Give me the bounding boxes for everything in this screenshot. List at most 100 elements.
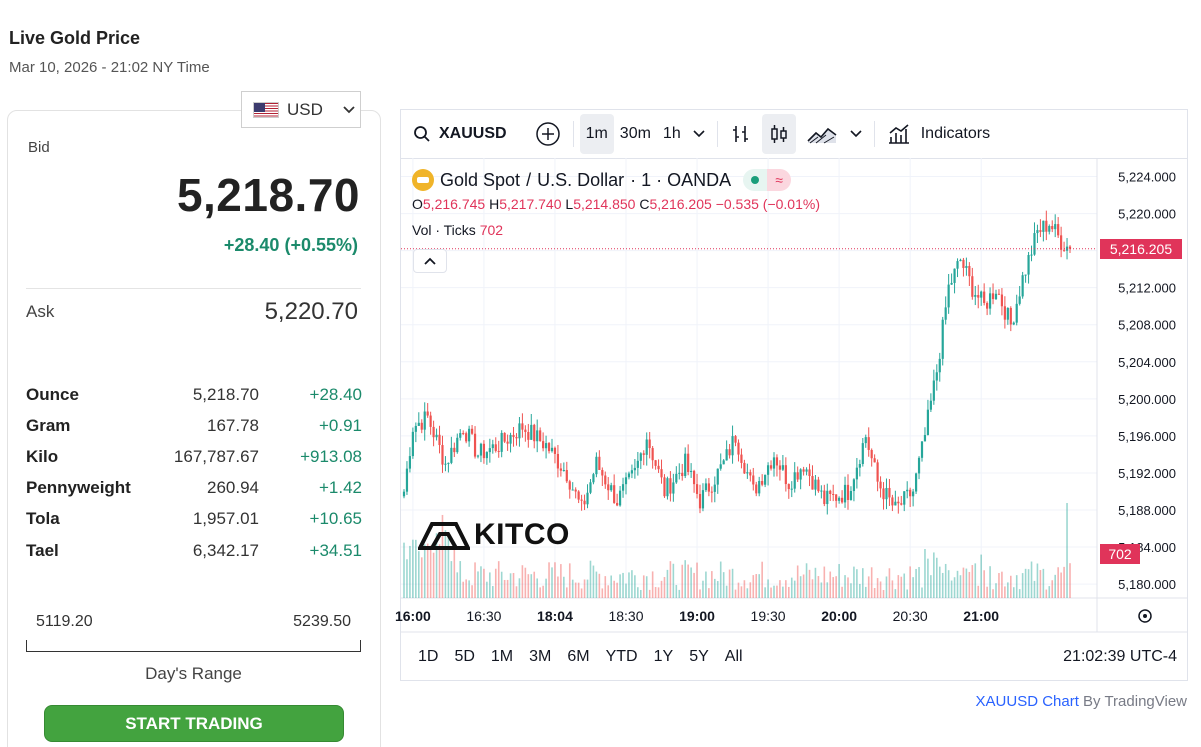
day-range-low: 5119.20 bbox=[36, 613, 93, 630]
start-trading-button[interactable]: START TRADING bbox=[44, 705, 344, 742]
volume-readout: Vol · Ticks 702 bbox=[412, 222, 503, 238]
data-delay-icon: ≈ bbox=[767, 169, 792, 191]
interval-1h[interactable]: 1h bbox=[662, 125, 681, 142]
high-label: H bbox=[489, 196, 500, 212]
range-all[interactable]: All bbox=[724, 648, 743, 665]
interval-dropdown[interactable] bbox=[687, 114, 711, 154]
range-1y[interactable]: 1Y bbox=[653, 648, 674, 665]
compare-button[interactable] bbox=[529, 114, 567, 154]
add-circle-icon bbox=[535, 122, 560, 146]
us-flag-icon bbox=[253, 101, 279, 118]
bid-price: 5,218.70 bbox=[176, 169, 360, 221]
last-price-tag: 5,216.205 bbox=[1100, 238, 1182, 259]
unit-name: Pennyweight bbox=[26, 478, 131, 498]
high-value: 5,217.740 bbox=[499, 196, 562, 212]
range-ytd[interactable]: YTD bbox=[605, 648, 638, 665]
close-label: C bbox=[639, 196, 650, 212]
volume-value: 702 bbox=[479, 222, 504, 238]
unit-price: 167.78 bbox=[207, 415, 259, 435]
unit-name: Tael bbox=[26, 540, 59, 560]
unit-row-pennyweight: Pennyweight 260.94 +1.42 bbox=[26, 473, 362, 504]
gold-bar-icon bbox=[412, 169, 434, 191]
range-5y[interactable]: 5Y bbox=[689, 648, 709, 665]
unit-price: 5,218.70 bbox=[192, 384, 259, 404]
day-range-bar bbox=[26, 640, 361, 652]
divider bbox=[873, 121, 875, 147]
unit-change: +10.65 bbox=[309, 509, 362, 529]
kitco-wordmark: KITCO bbox=[474, 518, 570, 551]
unit-row-gram: Gram 167.78 +0.91 bbox=[26, 410, 362, 441]
attribution: XAUUSD Chart By TradingView bbox=[976, 693, 1187, 710]
symbol-search[interactable]: XAUUSD bbox=[401, 114, 513, 154]
indicators-label: Indicators bbox=[920, 125, 991, 142]
unit-row-tael: Tael 6,342.17 +34.51 bbox=[26, 535, 362, 566]
price-card bbox=[7, 110, 381, 747]
unit-table: Ounce 5,218.70 +28.40 Gram 167.78 +0.91 … bbox=[26, 379, 362, 566]
day-range-label: Day's Range bbox=[145, 664, 242, 683]
chevron-down-icon bbox=[343, 105, 355, 113]
page-title: Live Gold Price bbox=[9, 28, 141, 48]
collapse-legend-button[interactable] bbox=[413, 249, 447, 273]
chart-widget: XAUUSD 1m 30m 1h Indicators bbox=[400, 109, 1188, 681]
unit-row-tola: Tola 1,957.01 +10.65 bbox=[26, 504, 362, 535]
open-value: 5,216.745 bbox=[422, 196, 486, 212]
ask-label: Ask bbox=[26, 302, 55, 321]
bid-change: +28.40 (+0.55%) bbox=[223, 235, 358, 255]
range-6m[interactable]: 6M bbox=[567, 648, 590, 665]
unit-change: +28.40 bbox=[309, 384, 362, 404]
chevron-down-icon bbox=[693, 130, 705, 138]
unit-change: +913.08 bbox=[300, 446, 362, 466]
time-range-selector: 1D 5D 1M 3M 6M YTD 1Y 5Y All bbox=[418, 648, 759, 666]
range-1m[interactable]: 1M bbox=[490, 648, 514, 665]
low-value: 5,214.850 bbox=[573, 196, 636, 212]
unit-price: 167,787.67 bbox=[173, 446, 259, 466]
divider bbox=[572, 121, 574, 147]
market-status-pill[interactable]: ≈ bbox=[743, 169, 792, 191]
range-1d[interactable]: 1D bbox=[418, 648, 439, 665]
divider bbox=[26, 288, 361, 289]
close-value: 5,216.205 bbox=[649, 196, 712, 212]
change-value: −0.535 (−0.01%) bbox=[715, 196, 820, 212]
candles-style-button[interactable] bbox=[761, 114, 796, 154]
unit-change: +0.91 bbox=[318, 415, 362, 435]
unit-name: Tola bbox=[26, 509, 60, 529]
area-style-button[interactable] bbox=[800, 114, 844, 154]
chart-legend-title: Gold Spot / U.S. Dollar · 1 · OANDA ≈ bbox=[412, 169, 792, 191]
ask-price: 5,220.70 bbox=[264, 298, 358, 325]
unit-name: Kilo bbox=[26, 446, 59, 466]
attribution-by: By TradingView bbox=[1083, 693, 1187, 710]
kitco-mark-icon bbox=[418, 522, 470, 550]
low-label: L bbox=[565, 196, 574, 212]
interval-1m[interactable]: 1m bbox=[579, 114, 614, 154]
chart-style-dropdown[interactable] bbox=[844, 114, 868, 154]
interval-30m[interactable]: 30m bbox=[619, 125, 651, 142]
attribution-link[interactable]: XAUUSD Chart bbox=[975, 693, 1079, 710]
legend-sep: / bbox=[526, 169, 532, 190]
legend-title: Gold Spot bbox=[440, 169, 521, 190]
range-3m[interactable]: 3M bbox=[529, 648, 552, 665]
area-chart-icon bbox=[807, 127, 837, 144]
unit-name: Gram bbox=[26, 415, 71, 435]
unit-name: Ounce bbox=[26, 384, 79, 404]
unit-row-kilo: Kilo 167,787.67 +913.08 bbox=[26, 441, 362, 472]
market-open-icon bbox=[743, 169, 768, 191]
divider bbox=[716, 121, 718, 147]
bars-style-button[interactable] bbox=[724, 114, 758, 154]
unit-change: +34.51 bbox=[309, 540, 362, 560]
chevron-down-icon bbox=[850, 130, 862, 138]
kitco-logo: KITCO bbox=[418, 518, 570, 552]
currency-select[interactable]: USD bbox=[241, 91, 361, 128]
bid-label: Bid bbox=[28, 139, 50, 156]
range-5d[interactable]: 5D bbox=[454, 648, 475, 665]
search-icon bbox=[414, 126, 430, 142]
unit-change: +1.42 bbox=[318, 478, 362, 498]
chevron-up-icon bbox=[424, 257, 436, 265]
legend-quote: U.S. Dollar bbox=[537, 169, 625, 190]
symbol-label: XAUUSD bbox=[439, 125, 507, 142]
indicators-button[interactable]: Indicators bbox=[881, 114, 996, 154]
unit-price: 6,342.17 bbox=[192, 540, 259, 560]
bars-icon bbox=[732, 126, 748, 142]
day-range-high: 5239.50 bbox=[293, 613, 351, 630]
chart-clock[interactable]: 21:02:39 UTC-4 bbox=[1063, 648, 1177, 665]
legend-detail: · 1 · OANDA bbox=[630, 169, 732, 190]
